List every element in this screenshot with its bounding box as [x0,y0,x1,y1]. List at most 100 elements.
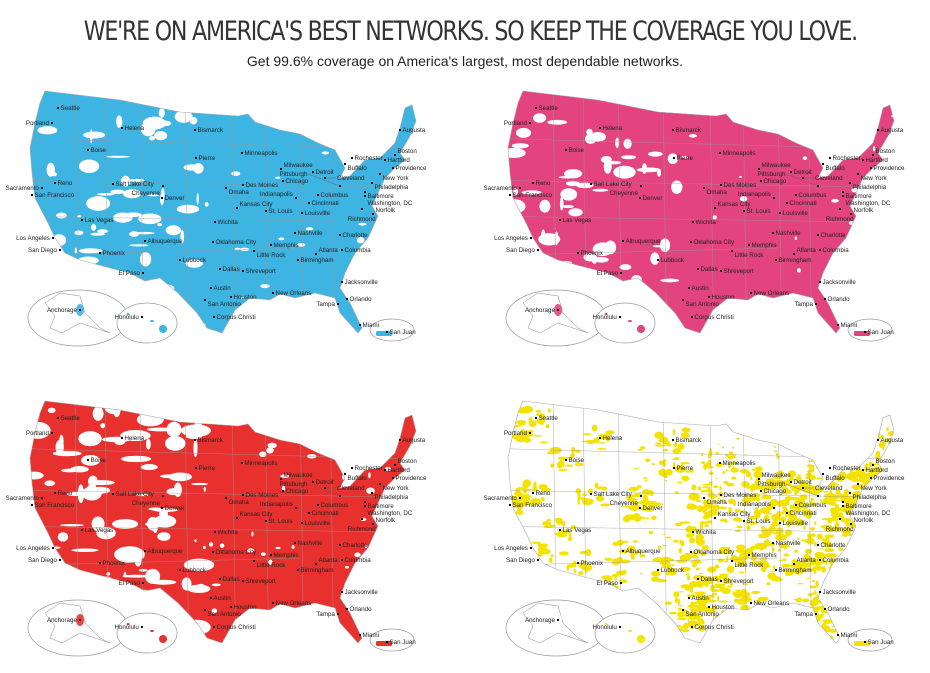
city-label: Denver [165,505,185,512]
city-marker [242,494,244,496]
city-label: Buffalo [826,475,846,482]
city-marker [688,287,690,289]
city-label: Birmingham [779,257,812,264]
city-label: Philadelphia [375,494,409,501]
city-marker [824,608,826,610]
city-label: Detroit [316,169,335,176]
city-marker [793,253,795,255]
city-marker [577,252,579,254]
city-marker [708,296,710,298]
city-marker [99,562,101,564]
city-label: Chicago [286,178,309,185]
city-label: Los Angeles [16,235,50,242]
city-label: Memphis [752,552,777,559]
city-marker [850,523,852,525]
city-label: Cheyenne [132,190,161,197]
city-marker [372,213,374,215]
city-label: St. Louis [747,518,771,525]
city-label: Rochester [833,155,861,162]
city-marker [790,171,792,173]
city-marker [301,212,303,214]
city-marker [379,483,381,485]
city-marker [301,522,303,524]
city-marker [112,183,114,185]
city-label: Denver [643,195,663,202]
city-marker [720,580,722,582]
city-marker [599,127,601,129]
city-label: Nashville [776,540,802,547]
city-marker [351,157,353,159]
hawaii-inset [116,302,178,344]
city-marker [384,469,386,471]
city-labels: Anchorage Honolulu San Juan Seattle Portland… [6,415,427,646]
city-marker [775,259,777,261]
city-marker [529,432,531,434]
city-marker [692,531,694,533]
city-label: Helena [603,435,623,442]
city-marker [230,296,232,298]
city-label: Augusta [881,437,904,444]
city-marker [857,173,859,175]
city-label: Providence [396,475,428,482]
city-label: Richmond [826,526,854,533]
city-marker [359,634,361,636]
city-label: Omaha [229,189,250,196]
city-marker [824,298,826,300]
coverage-map-2: Anchorage Honolulu San Juan Seattle Portland… [478,88,928,363]
city-label: Salt Lake City [116,181,155,188]
city-label: Cheyenne [610,190,639,197]
city-labels: Anchorage Honolulu San Juan Seattle Portland… [484,415,905,646]
city-label: Honolulu [592,624,617,631]
city-marker [384,159,386,161]
city-marker [535,417,537,419]
city-marker [758,478,760,480]
city-marker [748,554,750,556]
city-marker [270,554,272,556]
city-marker [371,182,373,184]
city-marker [344,163,346,165]
city-marker [519,187,521,189]
city-label: Dallas [223,266,240,273]
city-label: Austin [214,595,232,602]
city-marker [731,250,733,252]
city-marker [557,619,559,621]
city-marker [386,641,388,643]
city-label: Kansas City [718,511,752,518]
city-label: Sacramento [6,495,40,502]
city-label: Louisville [305,520,331,527]
city-marker [195,467,197,469]
city-label: Atlanta [319,247,339,254]
city-label: San Francisco [513,502,553,509]
city-marker [577,562,579,564]
city-label: Anchorage [525,617,555,624]
city-label: Pierre [677,155,694,162]
city-label: Phoenix [103,560,126,567]
city-marker [842,195,844,197]
city-marker [590,493,592,495]
city-marker [877,129,879,131]
city-marker [371,492,373,494]
city-label: Corpus Christi [217,624,256,631]
city-label: Orlando [828,606,851,613]
city-label: Charlotte [343,232,369,239]
city-marker [359,324,361,326]
city-marker [236,207,238,209]
city-label: Portland [504,120,528,127]
hawaii-inset [116,612,178,654]
city-marker [837,324,839,326]
city-label: Milwaukee [762,162,792,169]
city-label: Indianapolis [260,191,293,198]
city-label: Denver [165,195,185,202]
city-marker [819,559,821,561]
city-marker [829,157,831,159]
city-label: Reno [536,180,551,187]
city-label: Reno [58,490,73,497]
city-marker [212,241,214,243]
city-marker [315,563,317,565]
city-marker [743,210,745,212]
city-label: Buffalo [348,475,368,482]
city-label: Charlotte [821,232,847,239]
city-marker [773,507,775,509]
city-marker [194,129,196,131]
city-marker [872,154,874,156]
